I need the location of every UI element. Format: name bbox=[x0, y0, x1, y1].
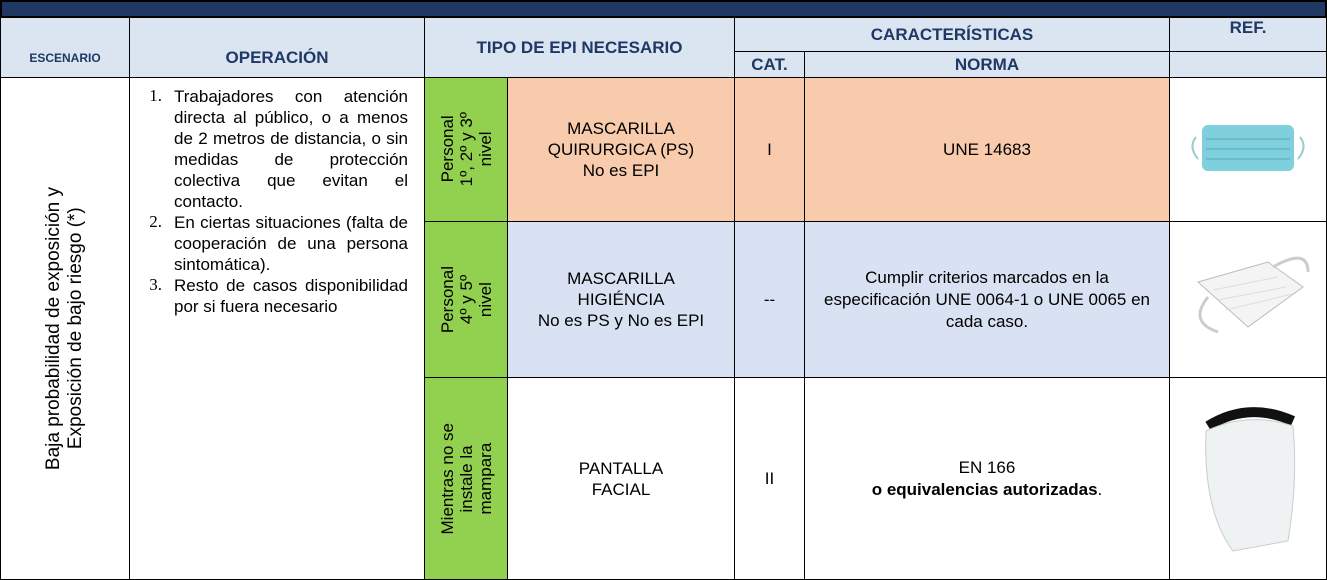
cat-cell: -- bbox=[735, 222, 805, 378]
personal-cell: Personal 4º y 5º nivel bbox=[425, 222, 508, 378]
header-cat: CAT. bbox=[735, 52, 805, 78]
epi-text: PANTALLA FACIAL bbox=[521, 458, 721, 500]
epi-cell: MASCARILLA QUIRURGICA (PS) No es EPI bbox=[508, 78, 735, 222]
ref-image bbox=[1178, 242, 1318, 357]
text-line: instale la bbox=[456, 444, 476, 513]
text-line: HIGIÉNCIA bbox=[577, 290, 665, 309]
list-item: 3. Resto de casos disponibilidad por si f… bbox=[130, 275, 408, 317]
ref-image bbox=[1188, 107, 1308, 192]
text-line: Personal bbox=[437, 265, 457, 334]
header-ref-blank bbox=[1170, 52, 1327, 78]
text-line: 4º y 5º bbox=[456, 274, 476, 325]
operacion-cell: 1. Trabajadores con atención directa al p… bbox=[130, 78, 425, 580]
header-ref: REF. bbox=[1170, 18, 1327, 52]
text-line: EN 166 bbox=[958, 457, 1016, 477]
norma-cell: Cumplir criterios marcados en la especif… bbox=[805, 222, 1170, 378]
text-line: MASCARILLA bbox=[567, 119, 675, 138]
text-line: Personal bbox=[437, 115, 457, 184]
text-line: PANTALLA bbox=[578, 458, 664, 478]
epi-cell: PANTALLA FACIAL bbox=[508, 378, 735, 580]
header-escenario: ESCENARIO bbox=[0, 18, 130, 78]
personal-text: Personal 4º y 5º nivel bbox=[438, 266, 495, 333]
text-line: Baja probabilidad de exposición y bbox=[43, 186, 64, 471]
text-line: No es EPI bbox=[582, 161, 660, 180]
text-line: o equivalencias autorizadas bbox=[871, 479, 1098, 499]
text-line: . bbox=[1097, 479, 1103, 499]
text-line: nivel bbox=[475, 132, 495, 167]
cat-cell: I bbox=[735, 78, 805, 222]
list-item: 1. Trabajadores con atención directa al p… bbox=[130, 86, 408, 212]
header-caracteristicas: CARACTERÍSTICAS bbox=[735, 18, 1170, 52]
ref-image bbox=[1188, 391, 1308, 566]
epi-cell: MASCARILLA HIGIÉNCIA No es PS y No es EPI bbox=[508, 222, 735, 378]
ref-cell bbox=[1170, 78, 1327, 222]
text-line: Exposición de bajo riesgo (*) bbox=[65, 207, 86, 450]
item-number: 1. bbox=[149, 86, 162, 105]
norma-cell: UNE 14683 bbox=[805, 78, 1170, 222]
ref-cell bbox=[1170, 378, 1327, 580]
epi-text: MASCARILLA HIGIÉNCIA No es PS y No es EPI bbox=[521, 268, 721, 331]
text-line: FACIAL bbox=[591, 479, 651, 499]
text-line: Mientras no se bbox=[437, 422, 457, 535]
personal-cell: Mientras no se instale la mampara bbox=[425, 378, 508, 580]
text-line: MASCARILLA bbox=[567, 269, 675, 288]
epi-text: MASCARILLA QUIRURGICA (PS) No es EPI bbox=[521, 118, 721, 181]
header-norma: NORMA bbox=[805, 52, 1170, 78]
text-line: mampara bbox=[475, 442, 495, 515]
operacion-list: 1. Trabajadores con atención directa al p… bbox=[130, 86, 408, 317]
item-text: Resto de casos disponibilidad por si fue… bbox=[174, 276, 408, 316]
header-operacion: OPERACIÓN bbox=[130, 18, 425, 78]
item-number: 3. bbox=[149, 275, 162, 294]
text-line: 1º, 2º y 3º bbox=[456, 112, 476, 187]
norma-cell: EN 166 o equivalencias autorizadas. bbox=[805, 378, 1170, 580]
escenario-cell: Baja probabilidad de exposición y Exposic… bbox=[0, 78, 130, 580]
norma-text: EN 166 o equivalencias autorizadas. bbox=[872, 457, 1103, 501]
personal-text: Personal 1º, 2º y 3º nivel bbox=[438, 112, 495, 186]
escenario-text: Baja probabilidad de exposición y Exposic… bbox=[43, 187, 87, 470]
header-tipo: TIPO DE EPI NECESARIO bbox=[425, 18, 735, 78]
item-number: 2. bbox=[149, 212, 162, 231]
text-line: No es PS y No es EPI bbox=[537, 311, 705, 330]
cat-cell: II bbox=[735, 378, 805, 580]
item-text: Trabajadores con atención directa al púb… bbox=[174, 87, 408, 211]
ref-cell bbox=[1170, 222, 1327, 378]
personal-text: Mientras no se instale la mampara bbox=[438, 423, 495, 535]
item-text: En ciertas situaciones (falta de coopera… bbox=[174, 213, 408, 274]
personal-cell: Personal 1º, 2º y 3º nivel bbox=[425, 78, 508, 222]
text-line: QUIRURGICA (PS) bbox=[547, 140, 695, 159]
list-item: 2. En ciertas situaciones (falta de coope… bbox=[130, 212, 408, 275]
text-line: nivel bbox=[475, 282, 495, 317]
top-bar bbox=[0, 0, 1327, 18]
